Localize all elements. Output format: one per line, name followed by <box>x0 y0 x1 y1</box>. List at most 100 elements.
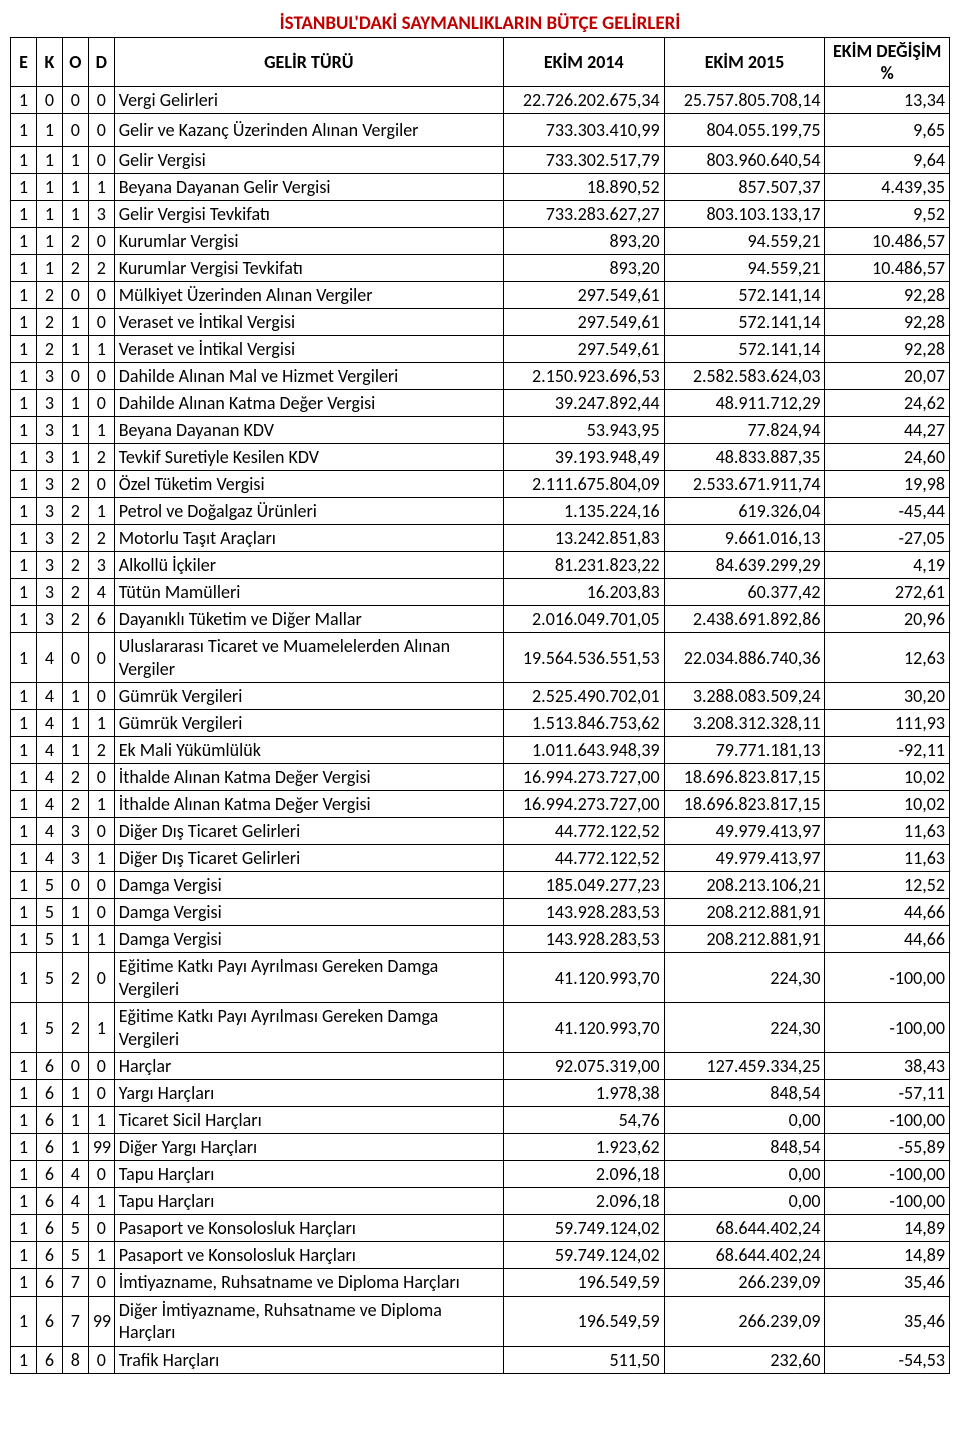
cell-oct2015: 3.288.083.509,24 <box>664 683 825 710</box>
cell-d: 0 <box>88 1080 114 1107</box>
cell-pct: 20,07 <box>825 363 950 390</box>
cell-e: 1 <box>11 1296 37 1346</box>
cell-d: 3 <box>88 552 114 579</box>
cell-oct2014: 1.923,62 <box>503 1134 664 1161</box>
table-row: 1521Eğitime Katkı Payı Ayrılması Gereken… <box>11 1003 950 1053</box>
cell-d: 1 <box>88 1242 114 1269</box>
cell-k: 1 <box>36 228 62 255</box>
cell-pct: -92,11 <box>825 737 950 764</box>
cell-oct2015: 2.533.671.911,74 <box>664 471 825 498</box>
cell-pct: 10,02 <box>825 791 950 818</box>
cell-name: Motorlu Taşıt Araçları <box>114 525 503 552</box>
cell-oct2015: 208.213.106,21 <box>664 872 825 899</box>
table-row: 1520Eğitime Katkı Payı Ayrılması Gereken… <box>11 953 950 1003</box>
cell-pct: 24,60 <box>825 444 950 471</box>
cell-oct2014: 733.283.627,27 <box>503 201 664 228</box>
cell-oct2015: 77.824,94 <box>664 417 825 444</box>
cell-pct: 9,52 <box>825 201 950 228</box>
cell-d: 1 <box>88 1107 114 1134</box>
cell-oct2014: 59.749.124,02 <box>503 1215 664 1242</box>
table-row: 1326Dayanıklı Tüketim ve Diğer Mallar2.0… <box>11 606 950 633</box>
cell-e: 1 <box>11 1134 37 1161</box>
cell-k: 2 <box>36 282 62 309</box>
cell-pct: 35,46 <box>825 1269 950 1297</box>
cell-e: 1 <box>11 552 37 579</box>
cell-name: Veraset ve İntikal Vergisi <box>114 309 503 336</box>
cell-oct2014: 1.011.643.948,39 <box>503 737 664 764</box>
cell-pct: -100,00 <box>825 1003 950 1053</box>
cell-k: 2 <box>36 309 62 336</box>
cell-e: 1 <box>11 953 37 1003</box>
cell-e: 1 <box>11 444 37 471</box>
cell-pct: -100,00 <box>825 953 950 1003</box>
cell-k: 6 <box>36 1134 62 1161</box>
table-row: 1110Gelir Vergisi733.302.517,79803.960.6… <box>11 147 950 174</box>
cell-oct2014: 53.943,95 <box>503 417 664 444</box>
cell-e: 1 <box>11 1269 37 1297</box>
cell-o: 1 <box>62 309 88 336</box>
cell-name: Yargı Harçları <box>114 1080 503 1107</box>
cell-pct: 111,93 <box>825 710 950 737</box>
cell-name: Tapu Harçları <box>114 1188 503 1215</box>
cell-name: Damga Vergisi <box>114 899 503 926</box>
table-row: 1113Gelir Vergisi Tevkifatı733.283.627,2… <box>11 201 950 228</box>
cell-e: 1 <box>11 737 37 764</box>
cell-oct2015: 224,30 <box>664 953 825 1003</box>
cell-d: 0 <box>88 818 114 845</box>
cell-oct2015: 9.661.016,13 <box>664 525 825 552</box>
cell-name: İthalde Alınan Katma Değer Vergisi <box>114 764 503 791</box>
cell-name: Gümrük Vergileri <box>114 683 503 710</box>
cell-oct2015: 572.141,14 <box>664 309 825 336</box>
cell-o: 3 <box>62 818 88 845</box>
cell-o: 1 <box>62 201 88 228</box>
cell-k: 4 <box>36 683 62 710</box>
cell-d: 0 <box>88 683 114 710</box>
cell-k: 3 <box>36 525 62 552</box>
cell-name: Alkollü İçkiler <box>114 552 503 579</box>
cell-oct2015: 266.239,09 <box>664 1269 825 1297</box>
cell-e: 1 <box>11 1080 37 1107</box>
cell-oct2014: 81.231.823,22 <box>503 552 664 579</box>
cell-e: 1 <box>11 1107 37 1134</box>
cell-o: 2 <box>62 255 88 282</box>
cell-oct2015: 25.757.805.708,14 <box>664 87 825 114</box>
cell-o: 2 <box>62 552 88 579</box>
cell-e: 1 <box>11 390 37 417</box>
cell-oct2015: 48.833.887,35 <box>664 444 825 471</box>
cell-k: 1 <box>36 114 62 147</box>
table-row: 1641Tapu Harçları2.096,180,00-100,00 <box>11 1188 950 1215</box>
cell-k: 1 <box>36 201 62 228</box>
cell-oct2015: 49.979.413,97 <box>664 818 825 845</box>
cell-name: Pasaport ve Konsolosluk Harçları <box>114 1242 503 1269</box>
table-row: 1500Damga Vergisi185.049.277,23208.213.1… <box>11 872 950 899</box>
cell-o: 1 <box>62 1134 88 1161</box>
cell-oct2015: 619.326,04 <box>664 498 825 525</box>
cell-pct: -100,00 <box>825 1161 950 1188</box>
cell-oct2014: 2.525.490.702,01 <box>503 683 664 710</box>
cell-name: Diğer Dış Ticaret Gelirleri <box>114 845 503 872</box>
budget-revenue-table: İSTANBUL'DAKİ SAYMANLIKLARIN BÜTÇE GELİR… <box>10 10 950 1374</box>
cell-e: 1 <box>11 201 37 228</box>
cell-e: 1 <box>11 1346 37 1373</box>
cell-oct2015: 572.141,14 <box>664 336 825 363</box>
cell-o: 0 <box>62 363 88 390</box>
cell-pct: 38,43 <box>825 1053 950 1080</box>
cell-o: 1 <box>62 417 88 444</box>
cell-o: 1 <box>62 899 88 926</box>
cell-d: 0 <box>88 633 114 683</box>
cell-d: 4 <box>88 579 114 606</box>
cell-d: 0 <box>88 282 114 309</box>
cell-e: 1 <box>11 710 37 737</box>
cell-name: Eğitime Katkı Payı Ayrılması Gereken Dam… <box>114 1003 503 1053</box>
cell-oct2015: 2.582.583.624,03 <box>664 363 825 390</box>
cell-k: 0 <box>36 87 62 114</box>
table-row: 1511Damga Vergisi143.928.283,53208.212.8… <box>11 926 950 953</box>
cell-o: 0 <box>62 633 88 683</box>
cell-oct2014: 2.096,18 <box>503 1161 664 1188</box>
cell-oct2014: 18.890,52 <box>503 174 664 201</box>
cell-pct: 9,65 <box>825 114 950 147</box>
cell-pct: 11,63 <box>825 845 950 872</box>
cell-oct2014: 143.928.283,53 <box>503 926 664 953</box>
cell-name: Gelir Vergisi <box>114 147 503 174</box>
cell-e: 1 <box>11 1003 37 1053</box>
